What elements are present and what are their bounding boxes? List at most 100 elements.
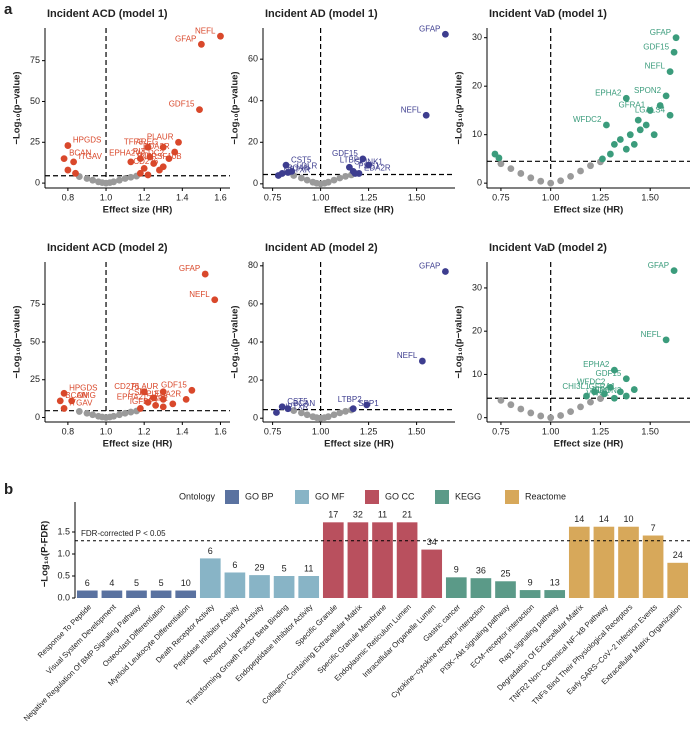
y-tick-label: 0	[35, 177, 40, 187]
x-tick-label: 0.75	[492, 192, 510, 202]
point-label: BCAN	[287, 164, 309, 173]
count-label: 24	[673, 550, 683, 560]
point	[121, 175, 129, 182]
point	[495, 154, 503, 162]
point	[56, 397, 64, 405]
point-label: GFRA1	[589, 382, 616, 391]
point-label: GFAP	[419, 24, 440, 33]
bar	[224, 572, 246, 598]
y-tick-label: 75	[30, 299, 40, 309]
point-label: GFAP	[650, 28, 671, 37]
y-tick-label: 60	[248, 54, 258, 64]
point	[298, 409, 305, 417]
bar	[445, 577, 467, 598]
point-label: BCAN	[293, 399, 315, 408]
point	[127, 173, 135, 181]
point	[211, 296, 219, 304]
point-label: EDA2R	[143, 142, 170, 151]
x-axis-label: Effect size (HR)	[103, 439, 173, 450]
point	[83, 409, 91, 417]
x-tick-label: 0.8	[62, 192, 75, 202]
y-tick-label: 0	[477, 178, 482, 188]
bar	[199, 558, 221, 598]
point	[587, 398, 594, 406]
point	[567, 408, 574, 416]
point	[89, 411, 97, 419]
point	[599, 155, 606, 163]
y-tick-label: 0	[253, 178, 258, 188]
bar	[150, 590, 172, 598]
x-tick-label: 1.6	[214, 192, 227, 202]
point-label: NPTXR	[281, 403, 308, 412]
x-tick-label: 1.50	[408, 192, 426, 202]
point	[146, 153, 154, 161]
threshold-label: FDR-corrected P < 0.05	[81, 529, 166, 538]
point	[171, 148, 179, 156]
point	[597, 395, 604, 403]
point-label: NEFL	[401, 105, 422, 114]
y-tick-label: 0	[477, 412, 482, 422]
point	[497, 396, 505, 404]
x-tick-label: 1.00	[542, 192, 560, 202]
y-tick-label: 0.5	[57, 570, 70, 580]
bar	[347, 522, 369, 598]
point-label: CSF1	[128, 388, 149, 397]
point	[547, 414, 555, 422]
point-label: GDF15	[596, 369, 622, 378]
y-tick-label: 20	[248, 137, 258, 147]
point-label: LGALS4	[635, 105, 666, 114]
point	[159, 143, 167, 151]
point	[666, 68, 674, 76]
point-label: PLAUR	[147, 132, 174, 141]
bar	[175, 590, 197, 598]
point	[140, 165, 148, 172]
bar	[322, 522, 344, 598]
point	[363, 401, 371, 409]
panel-label: a	[4, 1, 13, 18]
point	[127, 158, 135, 166]
x-axis-label: Effect size (HR)	[324, 205, 394, 216]
point-label: CD276	[133, 157, 158, 166]
y-tick-label: 20	[248, 374, 258, 384]
legend-swatch	[505, 490, 519, 504]
bar	[544, 590, 566, 598]
point	[517, 405, 525, 413]
y-tick-label: 40	[248, 95, 258, 105]
point	[349, 405, 357, 413]
point-label: EPHA2	[117, 392, 144, 401]
y-axis-label: −Log₁₀(p−value)	[12, 305, 23, 378]
point	[626, 131, 634, 139]
point	[442, 30, 449, 38]
point	[507, 401, 515, 409]
point-label: AREG	[136, 137, 159, 146]
point	[169, 400, 177, 408]
bar	[495, 581, 516, 598]
legend-label: GO BP	[245, 491, 274, 501]
point	[587, 162, 594, 170]
point	[342, 407, 349, 415]
point	[359, 155, 367, 163]
point	[610, 140, 618, 148]
point	[159, 403, 167, 411]
point	[159, 395, 167, 403]
bar	[396, 522, 418, 598]
point-label: BCAN	[69, 149, 91, 158]
point	[273, 409, 280, 416]
point-label: EPHA2	[109, 149, 136, 158]
chart-title: Incident ACD (model 2)	[47, 242, 168, 254]
point	[110, 412, 118, 420]
point	[537, 412, 545, 420]
count-label: 29	[254, 562, 264, 572]
point-label: CST5	[287, 397, 308, 406]
point-label: NEFL	[189, 290, 210, 299]
point-label: GDF15	[169, 100, 195, 109]
point-label: WFDC2	[136, 149, 165, 158]
x-tick-label: 1.50	[641, 426, 659, 436]
count-label: 10	[181, 578, 191, 588]
count-label: 9	[454, 565, 459, 575]
y-tick-label: 60	[248, 298, 258, 308]
point	[577, 167, 584, 175]
point	[610, 366, 618, 374]
y-tick-label: 20	[472, 81, 482, 91]
point-label: HPGDS	[73, 136, 101, 145]
